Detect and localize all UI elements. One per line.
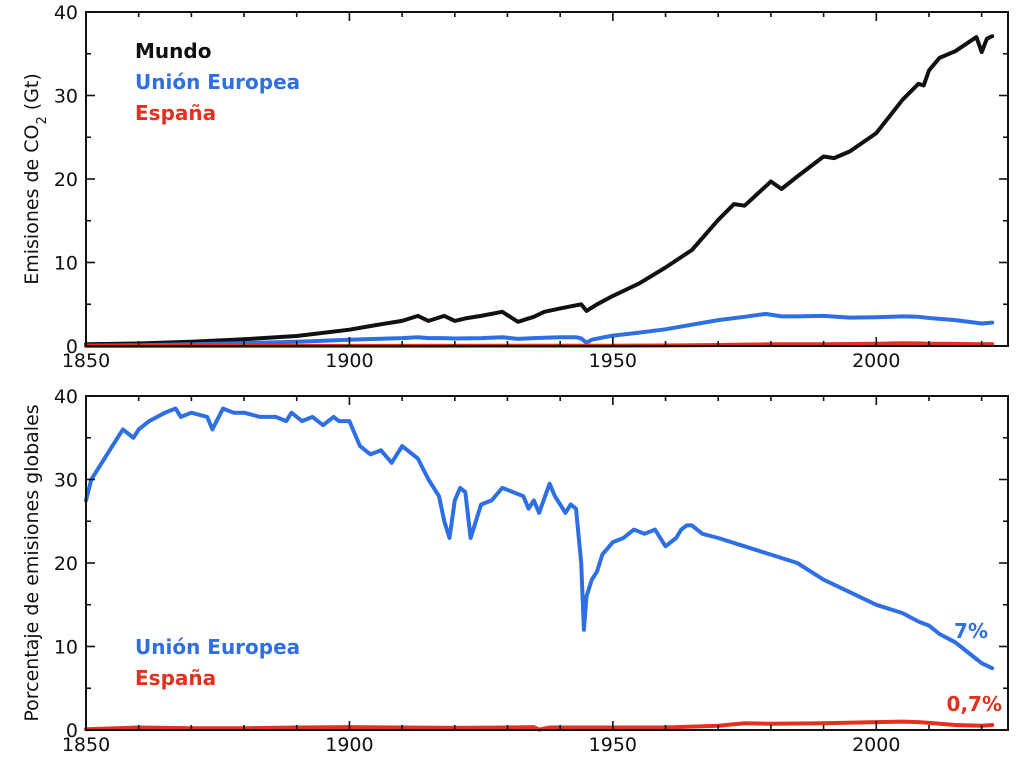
legend-entry: España [135, 101, 216, 125]
y-tick-label: 10 [54, 637, 78, 659]
y-axis-title-main: Emisiones de CO [21, 125, 43, 285]
y-axis-title: Emisiones de CO2 (Gt) [21, 73, 50, 285]
series-line-union-europea [84, 311, 995, 348]
panel-share-of-global-emissions: 1850 1900 1950 2000 0 10 20 30 40 Porcentaje de e… [21, 386, 1009, 756]
y-axis-title-main: Porcentaje de emisiones globales [21, 404, 43, 721]
series-line-union-europea [84, 406, 995, 671]
y-tick-label: 30 [54, 470, 78, 492]
x-tick-label: 1850 [62, 734, 110, 756]
end-value-label: 0,7% [947, 692, 1002, 716]
y-tick-label: 0 [66, 336, 78, 358]
y-tick-label: 10 [54, 253, 78, 275]
y-tick-label: 0 [66, 720, 78, 742]
legend-entry: Unión Europea [135, 635, 300, 659]
x-tick-label: 1850 [62, 350, 110, 372]
legend-entry: Unión Europea [135, 70, 300, 94]
end-value-label: 7% [954, 619, 988, 643]
x-tick-label: 2000 [852, 734, 900, 756]
y-tick-label: 40 [54, 386, 78, 408]
legend-entry: España [135, 666, 216, 690]
y-tick-label: 20 [54, 169, 78, 191]
y-axis-title-subscript: 2 [35, 116, 50, 124]
x-tick-label: 1900 [325, 734, 373, 756]
legend-entry: Mundo [135, 39, 211, 63]
series-line-mundo [84, 34, 995, 347]
y-tick-label: 40 [54, 2, 78, 24]
series-group [84, 406, 995, 732]
x-tick-label: 1950 [589, 734, 637, 756]
plot-frame [85, 395, 1009, 731]
x-tick-label: 1950 [589, 350, 637, 372]
series-line-espana [84, 719, 995, 732]
x-tick-label: 2000 [852, 350, 900, 372]
y-tick-label: 30 [54, 86, 78, 108]
x-tick-label: 1900 [325, 350, 373, 372]
panel-co2-emissions: 1850 1900 1950 2000 0 10 20 30 40 Emisiones de CO… [21, 2, 1009, 372]
y-axis-title: Porcentaje de emisiones globales [21, 404, 43, 721]
plot-frame [85, 11, 1009, 347]
y-tick-label: 20 [54, 553, 78, 575]
y-axis-title-unit: (Gt) [21, 73, 43, 110]
